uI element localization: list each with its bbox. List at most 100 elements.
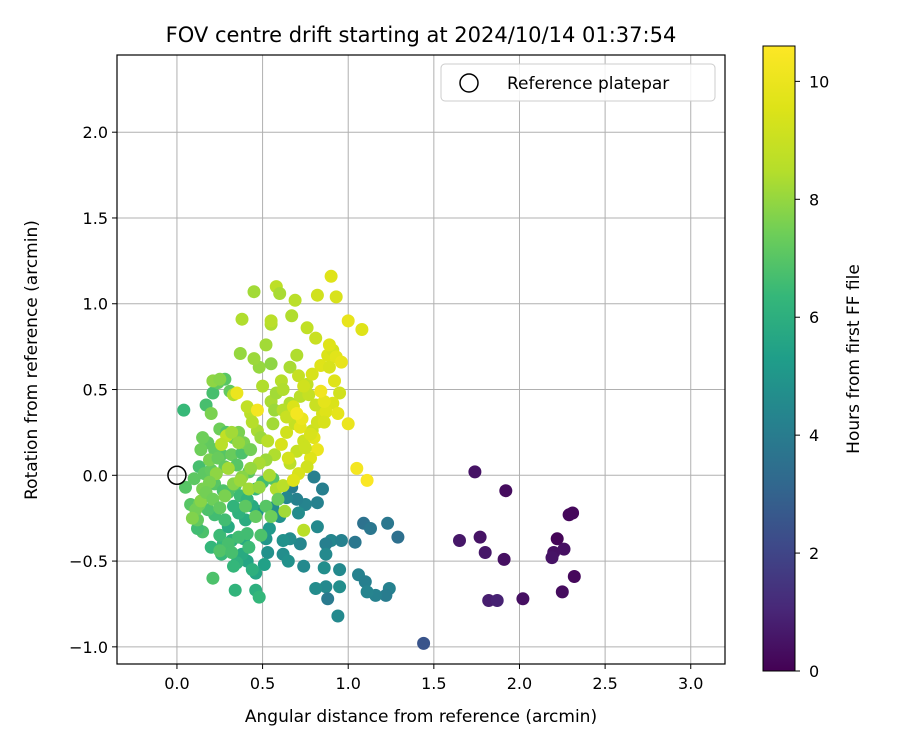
data-point	[264, 510, 278, 523]
data-point	[324, 269, 338, 283]
colorbar-tick-label: 6	[809, 308, 819, 327]
data-point	[333, 580, 347, 594]
plot-area: 0.0 0.5 1.0 1.5 2.0 2.5 3.0 −1.0 −0.5 0.0 0.5 1.0 1…	[69, 54, 726, 693]
data-point	[254, 528, 268, 542]
data-point	[516, 592, 530, 606]
data-point	[329, 290, 343, 304]
data-point	[261, 434, 275, 448]
data-point	[341, 417, 355, 431]
data-point	[293, 537, 307, 551]
data-point	[264, 357, 278, 371]
data-point	[309, 331, 323, 345]
data-point	[331, 609, 345, 623]
data-point	[283, 360, 297, 374]
data-point	[247, 352, 261, 366]
y-tick-label: −1.0	[69, 638, 108, 657]
data-point	[232, 436, 246, 450]
data-point	[317, 415, 331, 429]
data-point	[235, 312, 249, 326]
y-axis: −1.0 −0.5 0.0 0.5 1.0 1.5 2.0	[69, 123, 117, 657]
data-point	[360, 585, 374, 599]
legend-box	[440, 63, 716, 102]
data-point	[333, 386, 347, 400]
chart-title: FOV centre drift starting at 2024/10/14 …	[166, 23, 677, 47]
data-point	[319, 405, 333, 419]
data-point	[271, 492, 285, 506]
data-point	[252, 480, 266, 494]
data-point	[499, 484, 513, 498]
data-point	[261, 546, 275, 559]
data-point	[286, 473, 300, 487]
x-tick-label: 0.0	[164, 674, 189, 693]
data-point	[276, 383, 290, 396]
colorbar-tick-label: 4	[809, 426, 819, 445]
data-point	[259, 338, 273, 352]
data-point	[187, 472, 201, 486]
data-point	[185, 511, 199, 525]
data-point	[206, 571, 220, 585]
data-point	[319, 537, 333, 551]
plot-background	[117, 55, 725, 664]
data-point	[557, 542, 571, 556]
data-point	[305, 367, 319, 381]
data-point	[333, 563, 347, 577]
data-point	[249, 510, 263, 523]
data-point	[567, 570, 581, 583]
y-tick-label: 0.0	[83, 466, 108, 485]
data-point	[244, 461, 258, 475]
data-point	[242, 540, 256, 554]
data-point	[196, 431, 210, 445]
data-point	[280, 425, 294, 439]
y-tick-label: 1.5	[83, 209, 108, 228]
colorbar-tick-label: 8	[809, 190, 819, 209]
data-point	[177, 403, 191, 417]
data-point	[317, 561, 331, 575]
data-point	[310, 520, 324, 534]
grid-lines	[117, 55, 725, 664]
data-point	[417, 636, 431, 650]
data-point	[298, 441, 312, 455]
data-point	[215, 437, 228, 451]
colorbar-label: Hours from first FF file	[844, 264, 864, 454]
data-point	[227, 499, 240, 513]
data-point	[278, 504, 292, 518]
data-point	[364, 522, 377, 535]
legend-open-circle-icon	[459, 73, 479, 93]
data-point	[310, 496, 324, 510]
data-point	[218, 489, 232, 503]
colorbar-tick-label: 0	[809, 662, 819, 681]
data-point	[341, 314, 355, 328]
data-point	[350, 461, 364, 475]
data-point	[322, 360, 336, 374]
data-point	[232, 530, 246, 544]
y-axis-label: Rotation from reference (arcmin)	[22, 220, 42, 500]
data-point	[259, 499, 273, 513]
colorbar-ticks: 0 2 4 6 8 10	[795, 72, 829, 681]
data-point	[319, 547, 333, 561]
plot-frame	[116, 54, 726, 665]
colorbar-tick-label: 10	[809, 72, 829, 91]
data-point	[381, 516, 395, 530]
data-point	[355, 323, 369, 336]
data-point	[334, 355, 348, 369]
data-point	[300, 321, 314, 335]
data-point	[233, 473, 247, 487]
y-tick-label: −0.5	[69, 552, 108, 571]
x-tick-label: 1.0	[335, 674, 360, 693]
data-point	[266, 417, 280, 431]
data-point	[290, 492, 304, 506]
data-point	[292, 506, 305, 520]
data-point	[240, 400, 254, 414]
data-point	[310, 288, 324, 302]
x-axis: 0.0 0.5 1.0 1.5 2.0 2.5 3.0	[164, 664, 703, 693]
data-point	[545, 551, 559, 565]
legend-label: Reference platepar	[507, 74, 669, 94]
data-point	[316, 482, 329, 496]
data-point	[292, 369, 305, 383]
data-point	[206, 386, 220, 400]
data-point	[256, 379, 270, 393]
data-point	[281, 554, 295, 568]
data-point	[264, 314, 278, 328]
data-point	[244, 443, 258, 457]
data-point	[285, 309, 299, 323]
